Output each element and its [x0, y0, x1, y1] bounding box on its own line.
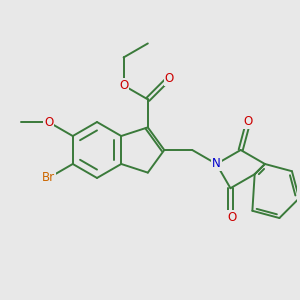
- Text: N: N: [212, 158, 221, 170]
- Text: O: O: [44, 116, 53, 128]
- Text: O: O: [164, 72, 174, 85]
- Text: Br: Br: [42, 172, 55, 184]
- Text: O: O: [243, 115, 253, 128]
- Text: O: O: [119, 79, 128, 92]
- Text: O: O: [227, 211, 236, 224]
